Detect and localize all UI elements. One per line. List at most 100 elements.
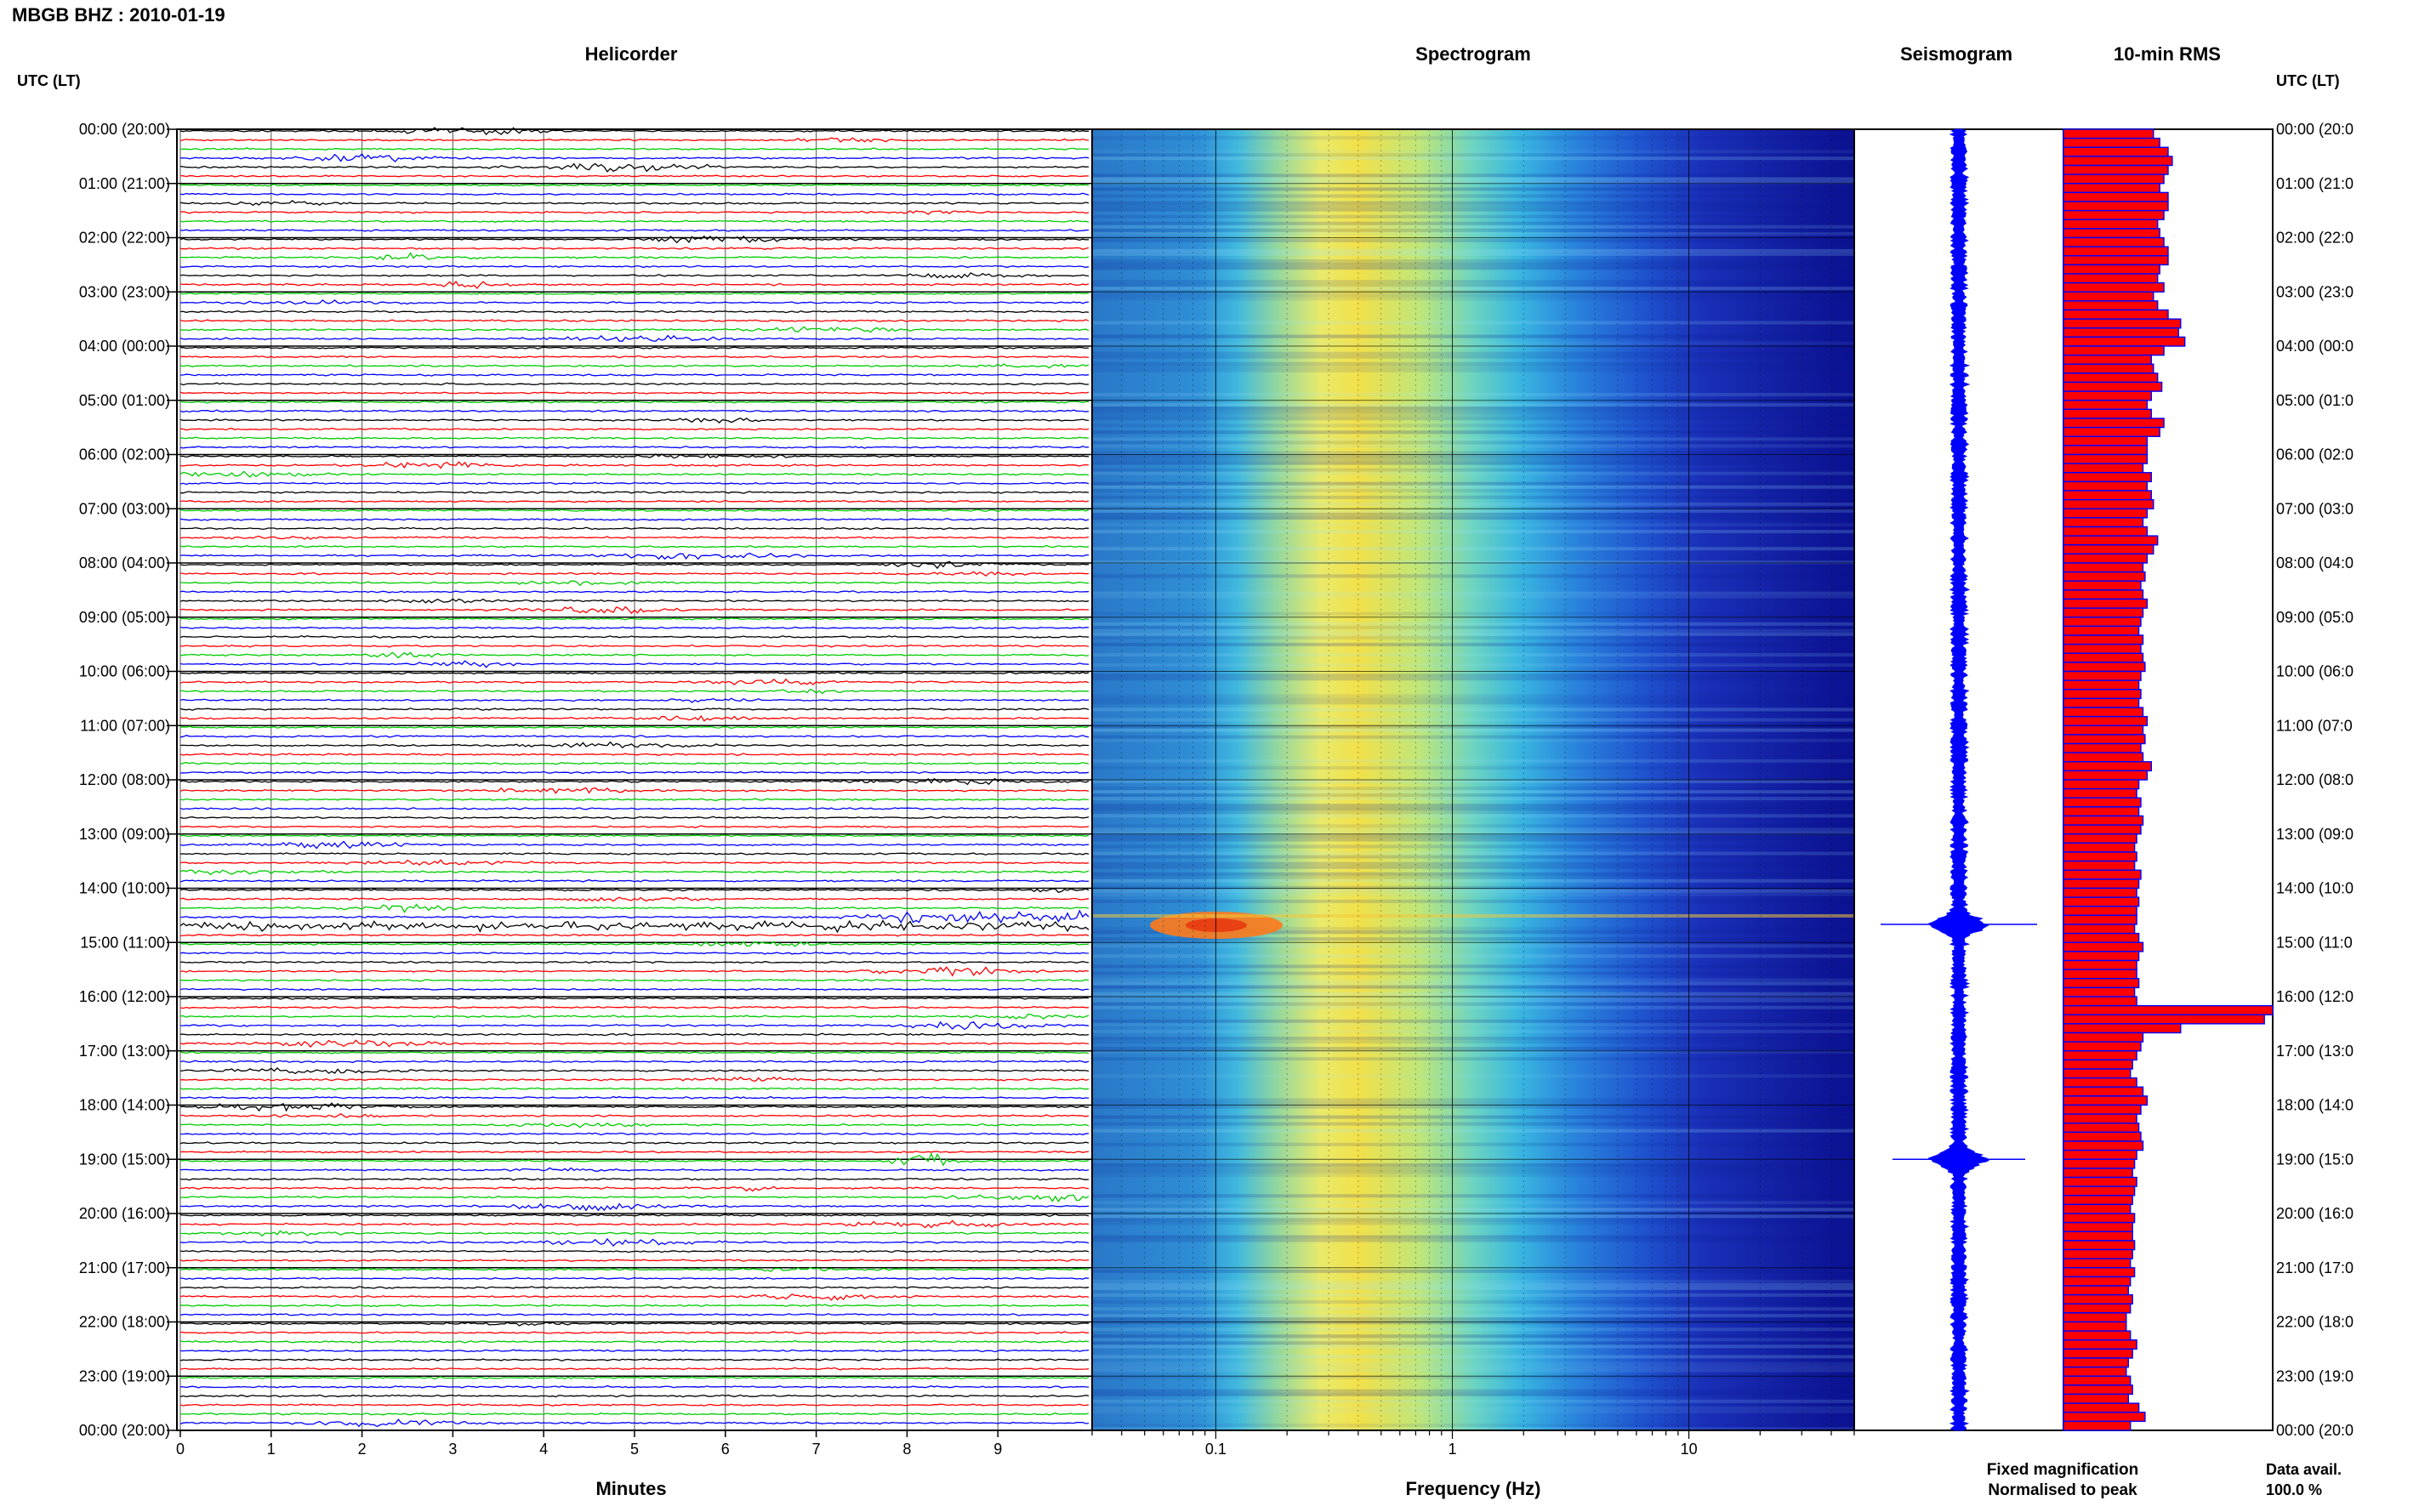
hour-label-left: 15:00 (11:00) xyxy=(80,934,170,951)
helicorder-trace xyxy=(179,1076,1090,1082)
helicorder-trace xyxy=(179,1412,1090,1416)
spectrogram-row xyxy=(1092,1300,1854,1305)
helicorder-trace xyxy=(179,952,1090,955)
rms-bar xyxy=(2063,1140,2144,1151)
helicorder-trace xyxy=(179,888,1090,894)
rms-bar xyxy=(2063,300,2159,311)
rms-bar xyxy=(2063,480,2149,492)
hour-label-left: 16:00 (12:00) xyxy=(79,988,170,1005)
helicorder-trace xyxy=(179,1020,1090,1031)
helicorder-trace xyxy=(179,1358,1090,1361)
frequency-tick-label: 10 xyxy=(1681,1441,1698,1458)
helicorder-trace xyxy=(179,878,1090,883)
spectrogram-row xyxy=(1092,280,1854,284)
spectrogram-row xyxy=(1092,1409,1854,1413)
rms-bar xyxy=(2063,951,2140,962)
hour-label-left: 17:00 (13:00) xyxy=(79,1043,170,1060)
helicorder-trace xyxy=(180,741,1090,749)
rms-bar xyxy=(2063,978,2140,989)
spectrogram-row xyxy=(1092,194,1854,198)
spectrogram-row xyxy=(1092,293,1854,298)
helicorder-trace xyxy=(179,816,1090,820)
spectrogram-row xyxy=(1092,560,1854,565)
rms-bar xyxy=(2063,128,2154,139)
rms-bar xyxy=(2063,408,2153,419)
helicorder-trace xyxy=(179,852,1090,855)
spectrogram-row xyxy=(1092,410,1854,414)
helicorder-trace xyxy=(179,544,1090,549)
helicorder-trace xyxy=(179,461,1090,469)
spectrogram-row xyxy=(1092,495,1854,499)
spectrogram-row xyxy=(1092,1167,1854,1171)
rms-bars xyxy=(2063,128,2274,1431)
helicorder-trace xyxy=(179,688,1089,695)
rms-bar xyxy=(2063,770,2149,781)
helicorder-trace xyxy=(180,153,1090,162)
legend-fixed-magnification: Fixed magnification xyxy=(1987,1461,2138,1479)
rms-panel xyxy=(2063,128,2274,1431)
rms-title: 10-min RMS xyxy=(2114,43,2221,65)
rms-bar xyxy=(2063,896,2140,907)
spectrogram-row xyxy=(1092,471,1854,475)
rms-bar xyxy=(2063,833,2137,844)
spectrogram-row xyxy=(1092,351,1854,355)
hour-label-right: 19:00 (15:0 xyxy=(2276,1151,2354,1168)
helicorder-trace xyxy=(179,1349,1090,1353)
spectrogram-row xyxy=(1092,430,1854,435)
spectrogram-row xyxy=(1092,437,1854,441)
helicorder-trace xyxy=(179,825,1090,829)
helicorder-trace xyxy=(179,1013,1090,1020)
spectrogram-row xyxy=(1092,201,1854,205)
hour-label-right: 11:00 (07:0 xyxy=(2276,717,2353,734)
frequency-tick-label: 1 xyxy=(1449,1441,1457,1458)
rms-bar xyxy=(2063,463,2144,474)
helicorder-trace xyxy=(179,499,1090,503)
rms-bar xyxy=(2063,201,2169,212)
helicorder-trace xyxy=(179,526,1089,531)
helicorder-trace xyxy=(179,1322,1090,1327)
spectrogram-row xyxy=(1092,625,1854,629)
spectrogram-x-axis-label: Frequency (Hz) xyxy=(1406,1478,1541,1499)
rms-bar xyxy=(2063,1293,2133,1305)
spectrogram-row xyxy=(1092,1423,1854,1427)
spectrogram-row xyxy=(1092,1022,1854,1026)
rms-bar xyxy=(2063,472,2153,483)
spectrogram-event-band xyxy=(1092,914,1854,918)
helicorder-trace xyxy=(179,978,1090,982)
rms-bar xyxy=(2063,1312,2127,1323)
helicorder-trace xyxy=(179,417,1090,423)
spectrogram-row xyxy=(1092,413,1854,418)
hour-label-left: 13:00 (09:00) xyxy=(79,826,170,843)
helicorder-trace xyxy=(179,400,1090,404)
helicorder-trace xyxy=(179,334,1089,342)
rms-bar xyxy=(2063,906,2137,917)
spectrogram-row xyxy=(1092,530,1854,534)
spectrogram-row xyxy=(1092,1122,1854,1126)
spectrogram-row xyxy=(1092,998,1854,1003)
spectrogram-row xyxy=(1092,361,1854,366)
hour-label-left: 04:00 (00:00) xyxy=(79,338,170,355)
rms-bar xyxy=(2063,815,2144,826)
spectrogram-row xyxy=(1092,797,1854,801)
helicorder-trace xyxy=(180,1376,1090,1380)
minute-tick-label: 6 xyxy=(721,1441,730,1458)
helicorder-trace xyxy=(179,571,1090,577)
spectrogram-row xyxy=(1092,266,1854,270)
spectrogram-row xyxy=(1092,642,1854,646)
hour-label-left: 14:00 (10:00) xyxy=(79,880,170,897)
rms-bar xyxy=(2063,318,2182,329)
spectrogram-row xyxy=(1092,725,1854,729)
spectrogram-row xyxy=(1092,628,1854,633)
spectrogram-row xyxy=(1092,1214,1854,1219)
helicorder-title: Helicorder xyxy=(585,43,678,65)
rms-bar xyxy=(2063,625,2140,636)
seismogram-spikes xyxy=(1881,924,2037,1160)
spectrogram-row xyxy=(1092,231,1854,236)
rms-bar xyxy=(2063,354,2153,365)
legend-normalised-to-peak: Normalised to peak xyxy=(1988,1481,2137,1499)
minute-tick-label: 3 xyxy=(448,1441,457,1458)
helicorder-trace xyxy=(179,272,1090,279)
seismogram-panel xyxy=(1853,128,2064,1431)
rms-bar xyxy=(2063,1402,2140,1413)
helicorder-trace xyxy=(179,1141,1090,1145)
